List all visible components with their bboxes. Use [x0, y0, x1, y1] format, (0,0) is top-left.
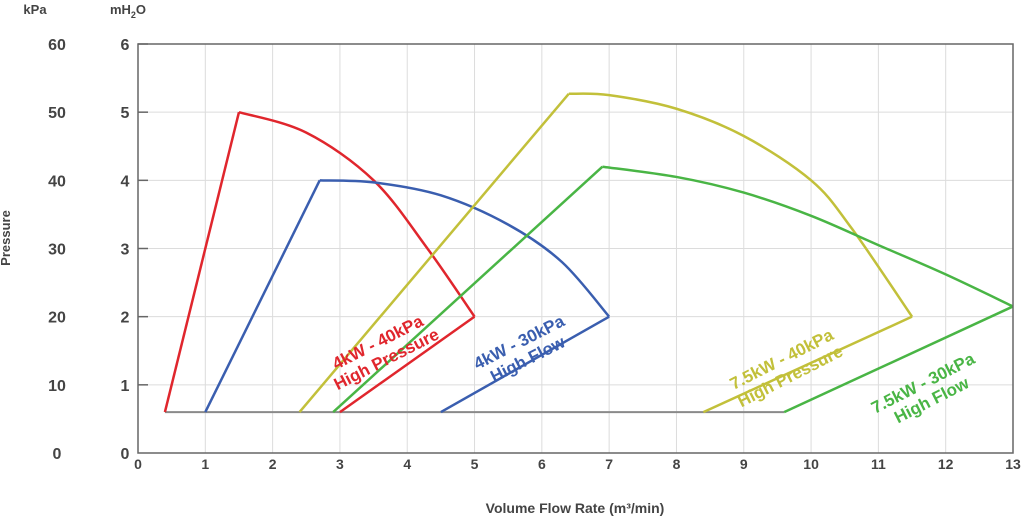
x-tick-label: 12 — [938, 456, 954, 472]
series-rise-line — [298, 92, 570, 413]
x-tick-label: 4 — [403, 456, 411, 472]
series-rise-line — [204, 179, 321, 413]
y-tick-label-mh2o: 4 — [121, 173, 130, 190]
series-label: 4kW - 30kPaHigh Flow — [471, 311, 577, 390]
x-axis-title: Volume Flow Rate (m³/min) — [486, 500, 665, 516]
series-curves — [163, 92, 1014, 414]
y-tick-label-mh2o: 0 — [121, 446, 130, 463]
x-tick-label: 11 — [871, 456, 886, 472]
x-tick-label: 10 — [803, 456, 819, 472]
y-tick-label-mh2o: 6 — [121, 37, 130, 54]
mh2o-unit-label: mH2O — [110, 2, 146, 20]
y-tick-label-mh2o: 2 — [121, 310, 130, 327]
x-tick-label: 8 — [673, 456, 681, 472]
series-fall-line — [440, 315, 610, 414]
series-curve — [319, 179, 611, 318]
x-tick-label: 7 — [605, 456, 613, 472]
y-tick-label-kpa: 50 — [48, 105, 66, 122]
y-tick-label-mh2o: 1 — [121, 378, 130, 395]
y-tick-label-mh2o: 5 — [121, 105, 130, 122]
y-tick-label-kpa: 0 — [53, 446, 62, 463]
series-curve — [602, 165, 1014, 308]
x-tick-label: 0 — [134, 456, 142, 472]
mh2o-subscript: 2 — [131, 10, 136, 20]
y-tick-label-kpa: 30 — [48, 242, 66, 259]
series-curve — [568, 92, 914, 318]
plot-frame — [137, 43, 1014, 454]
series-rise-line — [163, 111, 241, 413]
x-tick-label: 3 — [336, 456, 344, 472]
series-0 — [163, 110, 476, 414]
x-tick-label: 6 — [538, 456, 546, 472]
kpa-unit-label: kPa — [23, 2, 47, 17]
x-tick-label: 2 — [269, 456, 277, 472]
grid — [138, 43, 1013, 453]
series-curve — [238, 110, 476, 318]
y-tick-label-kpa: 60 — [48, 37, 66, 54]
y-tick-label-kpa: 10 — [48, 378, 66, 395]
series-fall-line — [702, 315, 913, 414]
mh2o-suffix: O — [136, 2, 146, 17]
y-tick-label-kpa: 20 — [48, 310, 66, 327]
series-label: 7.5kW - 30kPaHigh Flow — [868, 349, 987, 435]
x-tick-label: 1 — [201, 456, 209, 472]
x-tick-label: 9 — [740, 456, 748, 472]
series-3 — [332, 165, 1014, 414]
series-1 — [204, 179, 611, 414]
series-fall-line — [783, 305, 1014, 414]
x-tick-label: 13 — [1005, 456, 1021, 472]
mh2o-prefix: mH — [110, 2, 131, 17]
x-tick-label: 5 — [471, 456, 479, 472]
y-axis-title: Pressure — [0, 210, 13, 266]
series-rise-line — [332, 165, 604, 414]
series-fall-line — [339, 315, 476, 414]
y-tick-label-kpa: 40 — [48, 173, 66, 190]
y-tick-label-mh2o: 3 — [121, 242, 130, 259]
